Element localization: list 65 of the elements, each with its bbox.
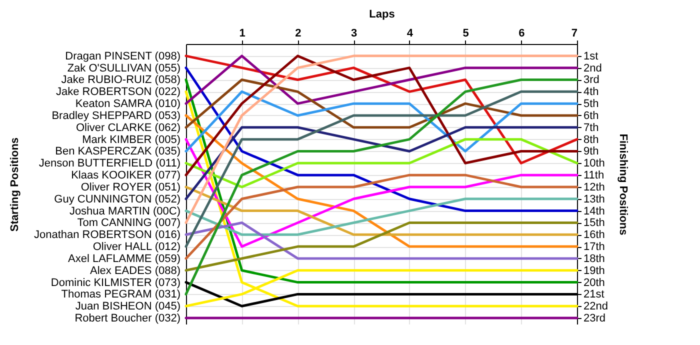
series-label: Jonathan ROBERTSON (016)	[34, 229, 180, 242]
y2-tick-label: 15th	[584, 217, 605, 230]
y2-tick-label: 19th	[584, 264, 605, 277]
line-series	[184, 90, 578, 152]
y2-tick-label: 8th	[584, 134, 599, 146]
series-label: Klaas KOOIKER (077)	[71, 170, 180, 182]
series-label: Joshua MARTIN (00C)	[69, 205, 180, 218]
text: Starting Positions	[8, 137, 21, 232]
series-label: Dominic KILMISTER (073)	[50, 276, 180, 289]
y2-tick-label: 6th	[584, 110, 599, 122]
series-label: Oliver CLARKE (062)	[76, 122, 180, 134]
series-label: Axel LAFLAMME (059)	[68, 252, 180, 265]
series-label: Oliver ROYER (051)	[80, 181, 180, 194]
line-series	[184, 221, 578, 272]
x-tick-label: 4	[406, 28, 414, 40]
y2-tick-label: 11th	[584, 170, 604, 182]
x-tick-label: 7	[571, 28, 578, 40]
line-series	[184, 90, 578, 248]
series-label: Dragan PINSENT (098)	[65, 50, 180, 62]
x-axis-title: Laps	[369, 8, 395, 20]
y2-tick-label: 5th	[584, 98, 599, 110]
series-label: Robert Boucher (032)	[74, 312, 180, 325]
y2-tick-label: 7th	[584, 122, 599, 134]
y2-tick-label: 12th	[584, 181, 605, 194]
x-tick-label: 6	[518, 28, 525, 40]
y2-tick-label: 9th	[584, 146, 599, 158]
series-label: Juan BISHEON (045)	[75, 300, 180, 313]
series-label: Oliver HALL (012)	[92, 241, 180, 254]
y2-tick-label: 1st	[584, 50, 598, 62]
x-tick-label: 5	[462, 28, 469, 40]
series-label: Keaton SAMRA (010)	[75, 98, 180, 110]
series-label: Guy CUNNINGTON (052)	[54, 193, 180, 206]
y2-tick-label: 20th	[584, 276, 605, 289]
y2-tick-label: 22nd	[584, 300, 608, 313]
y2-tick-label: 17th	[584, 241, 605, 254]
y2-tick-label: 2nd	[584, 62, 602, 74]
line-series	[184, 78, 578, 129]
y2-tick-label: 21st	[584, 288, 604, 301]
series-label: Alex EADES (088)	[90, 264, 180, 277]
series-label: Thomas PEGRAM (031)	[61, 288, 180, 301]
series-label: Tom CANNING (007)	[77, 217, 180, 230]
line-series	[184, 114, 578, 248]
series-label: Zak O'SULLIVAN (055)	[67, 62, 180, 74]
y2-tick-label: 10th	[584, 158, 605, 170]
line-series	[184, 198, 578, 236]
line-series	[184, 126, 578, 200]
y2-tick-label: 14th	[584, 205, 605, 218]
series-label: Jake RUBIO-RUIZ (058)	[61, 74, 180, 86]
y2-tick-label: 18th	[584, 252, 605, 265]
y2-tick-label: 23rd	[584, 312, 606, 325]
line-series	[184, 54, 578, 105]
y2-tick-label: 4th	[584, 86, 599, 98]
y2-tick-label: 16th	[584, 229, 605, 242]
line-series	[184, 174, 578, 260]
x-tick-label: 2	[295, 28, 302, 40]
y2-tick-label: 13th	[584, 193, 605, 206]
y2-axis-title: Finishing Positions	[616, 134, 629, 236]
series-label: Mark KIMBER (005)	[82, 134, 180, 146]
series-label: Jenson BUTTERFIELD (011)	[38, 158, 180, 170]
x-tick-label: 3	[351, 28, 358, 40]
series-label: Bradley SHEPPARD (053)	[52, 110, 180, 122]
series-label: Jake ROBERTSON (022)	[56, 86, 180, 98]
series-label: Ben KASPERCZAK (035)	[55, 146, 180, 158]
x-tick-label: 1	[239, 28, 246, 40]
y2-tick-label: 3rd	[584, 74, 600, 86]
